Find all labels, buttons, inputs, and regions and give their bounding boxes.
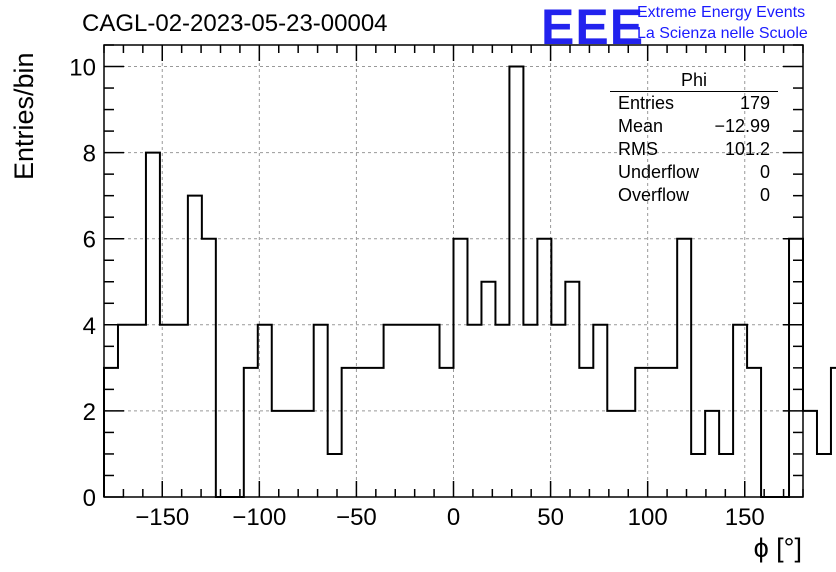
x-tick-label: −100: [232, 504, 286, 531]
stats-value: 179: [739, 93, 770, 113]
stats-row-mean: Mean −12.99: [610, 115, 778, 138]
y-tick-label: 4: [83, 313, 96, 340]
stats-title: Phi: [610, 69, 778, 92]
stats-value: 0: [759, 185, 770, 205]
y-tick-label: 0: [83, 485, 96, 512]
stats-label: Mean: [618, 116, 664, 136]
stats-row-underflow: Underflow 0: [610, 161, 778, 184]
eee-logo-line2: La Scienza nelle Scuole: [637, 25, 808, 42]
stats-row-entries: Entries 179: [610, 92, 778, 115]
x-tick-label: 100: [628, 504, 668, 531]
stats-box: Phi Entries 179 Mean −12.99 RMS 101.2 Un…: [610, 69, 778, 207]
stats-label: Overflow: [618, 185, 690, 205]
stats-label: RMS: [618, 139, 658, 159]
x-tick-label: 150: [725, 504, 765, 531]
stats-label: Entries: [618, 93, 675, 113]
eee-logo-line1: Extreme Energy Events: [637, 4, 806, 21]
x-tick-label: −150: [135, 504, 189, 531]
stats-value: 0: [759, 162, 770, 182]
chart-title: CAGL-02-2023-05-23-00004: [82, 10, 388, 37]
stats-row-overflow: Overflow 0: [610, 184, 778, 207]
y-tick-label: 6: [83, 227, 96, 254]
y-tick-label: 8: [83, 141, 96, 168]
stats-label: Underflow: [618, 162, 700, 182]
y-tick-label: 2: [83, 399, 96, 426]
x-tick-label: 50: [537, 504, 564, 531]
x-axis-label: ϕ [°]: [753, 533, 802, 563]
x-tick-label: −50: [336, 504, 377, 531]
stats-row-rms: RMS 101.2: [610, 138, 778, 161]
histogram-series: [103, 65, 836, 498]
stats-value: 101.2: [724, 139, 770, 159]
stats-value: −12.99: [714, 116, 770, 136]
y-axis-label: Entries/bin: [9, 52, 39, 180]
y-tick-label: 10: [69, 55, 96, 82]
eee-logo: EEE: [541, 0, 645, 55]
x-tick-label: 0: [447, 504, 460, 531]
